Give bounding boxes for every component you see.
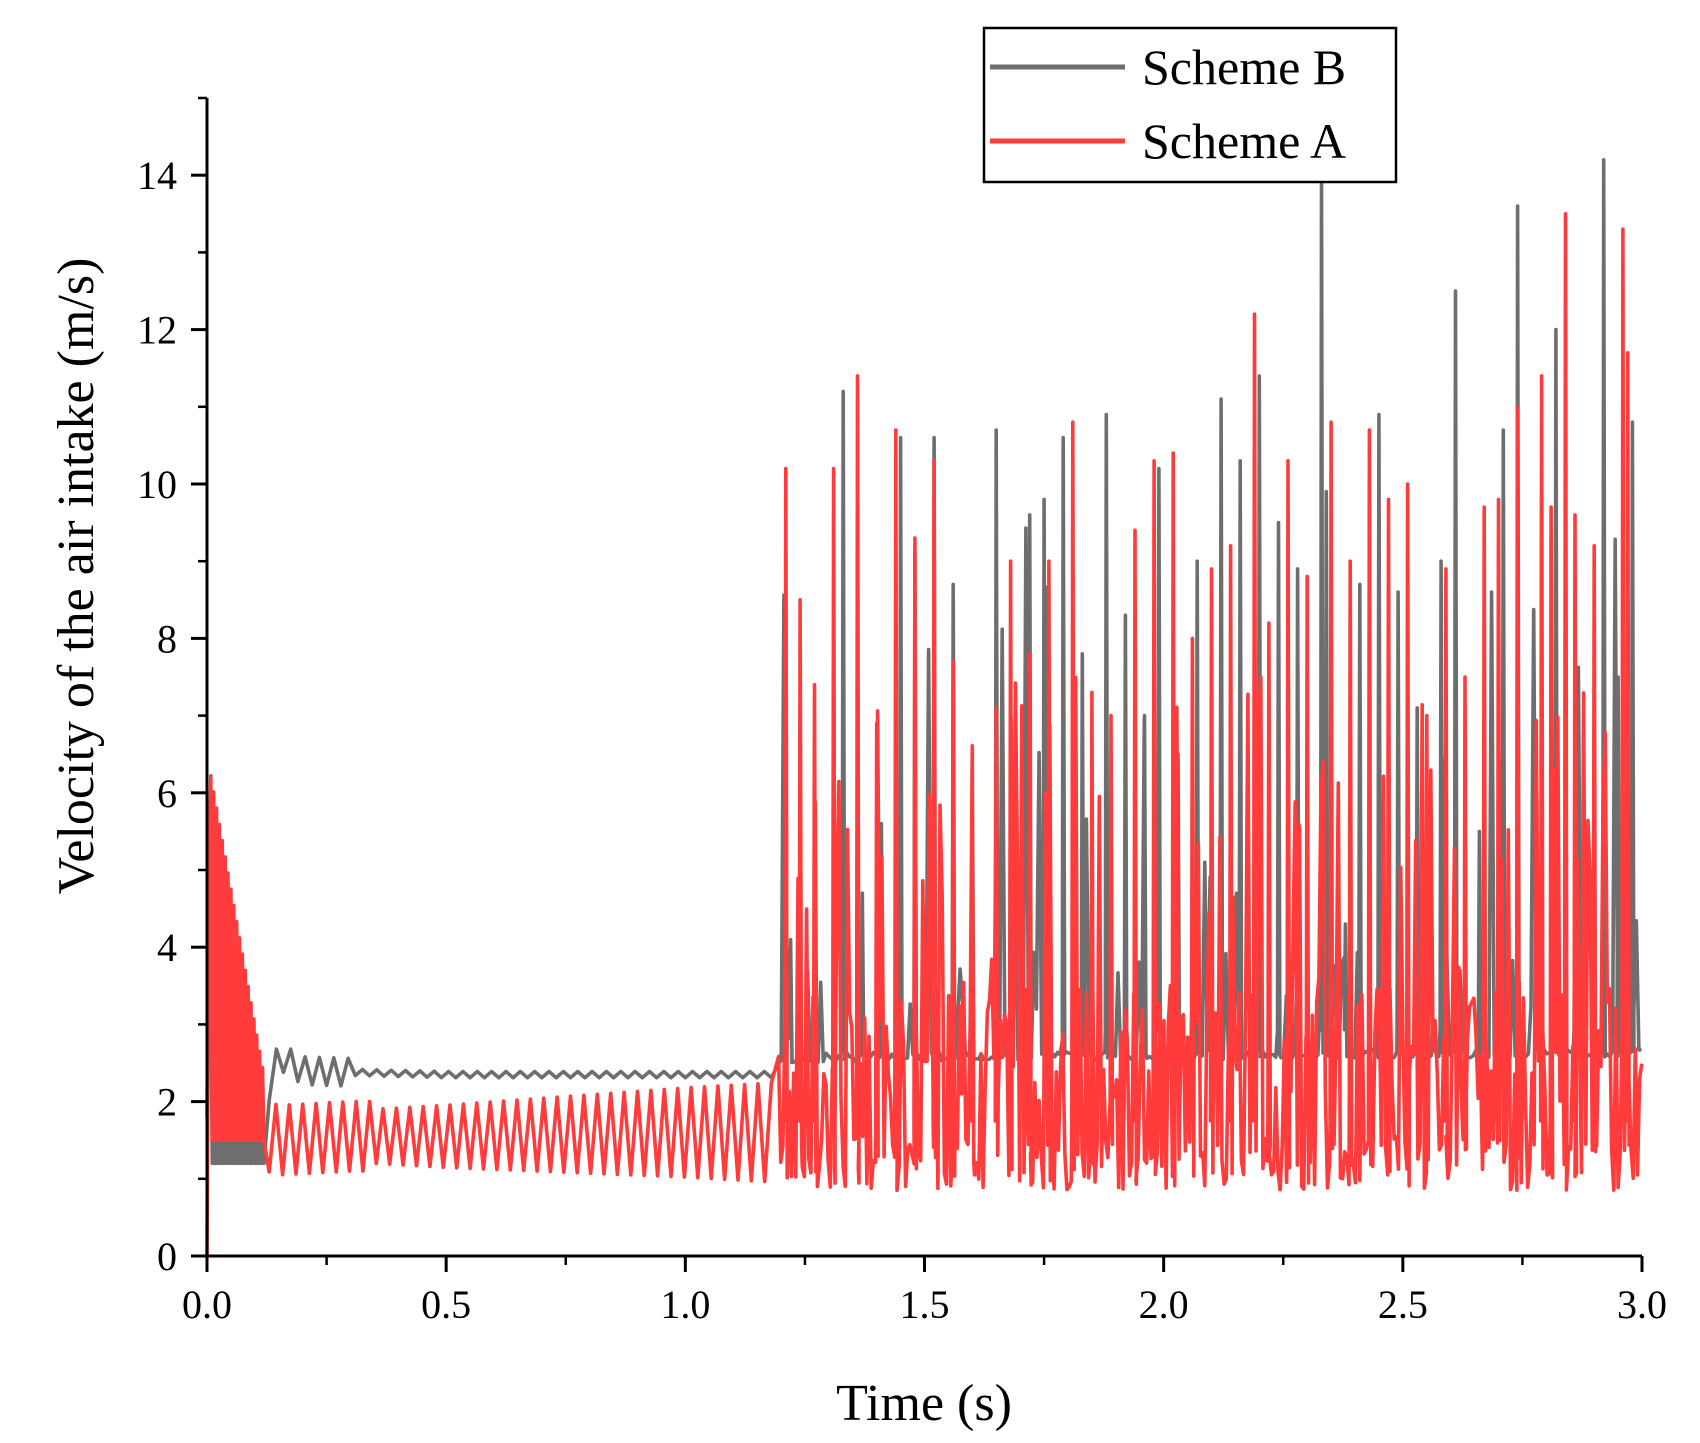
x-tick-label: 3.0 — [1617, 1282, 1667, 1327]
y-tick-label: 8 — [157, 616, 177, 661]
y-tick-label: 2 — [157, 1080, 177, 1125]
legend-label: Scheme B — [1142, 39, 1346, 95]
series-line-scheme-a — [205, 212, 1644, 1257]
y-tick-label: 0 — [157, 1234, 177, 1279]
y-axis-title: Velocity of the air intake (m/s) — [48, 258, 105, 895]
y-tick-label: 14 — [137, 153, 177, 198]
legend-label: Scheme A — [1142, 113, 1346, 169]
x-axis-title: Time (s) — [836, 1375, 1012, 1432]
x-tick-label: 0.5 — [421, 1282, 471, 1327]
x-tick-label: 2.0 — [1139, 1282, 1189, 1327]
x-tick-label: 0.0 — [182, 1282, 232, 1327]
y-tick-label: 4 — [157, 925, 177, 970]
x-tick-label: 1.5 — [900, 1282, 950, 1327]
x-tick-label: 2.5 — [1378, 1282, 1428, 1327]
y-tick-label: 10 — [137, 462, 177, 507]
ticks: 0.0 0.5 1.0 1.5 2.0 2.5 3.0 0 2 4 6 8 10 12 14 — [137, 96, 1667, 1327]
y-tick-label: 6 — [157, 771, 177, 816]
x-tick-label: 1.0 — [660, 1282, 710, 1327]
y-tick-label: 12 — [137, 308, 177, 353]
legend-box — [982, 26, 1398, 184]
legend: Scheme B Scheme A — [982, 26, 1398, 184]
plot-lines — [205, 158, 1644, 1257]
